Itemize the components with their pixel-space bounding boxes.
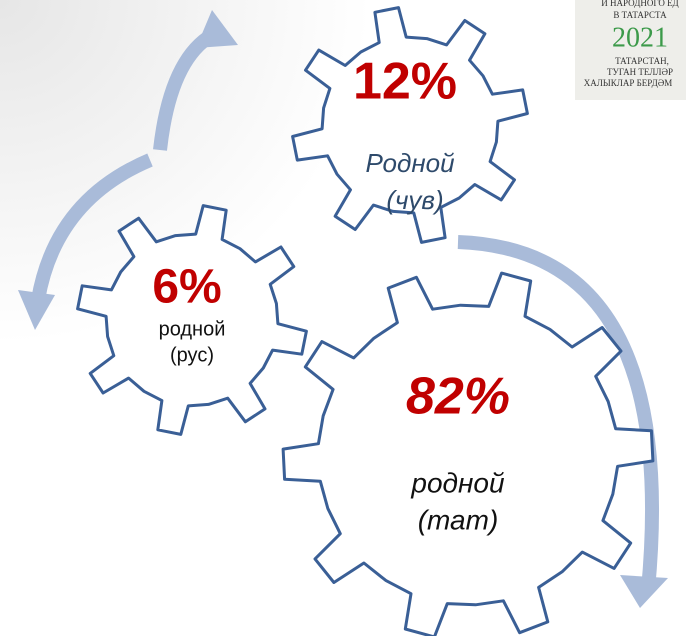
gear-label: родной [410,467,505,498]
gears: 6% родной (рус) 12% Родной (чув) 82% родной (тат… [76,6,655,636]
gear-label: (чув) [386,185,443,215]
arrowhead [18,290,55,330]
gear-percent: 12% [353,53,457,111]
gear-percent: 82% [406,368,510,426]
gear [291,6,529,244]
gear-percent: 6% [152,261,221,314]
gear [76,204,308,436]
logo-text: ТУГАН ТЕЛЛӘР [607,67,673,77]
gear-label: (рус) [170,344,214,366]
logo-box [575,0,686,100]
gear-label: (тат) [418,504,499,535]
gear [281,271,655,636]
logo-text: И НАРОДНОГО ЕД [601,0,678,8]
gear-label: Родной [365,148,454,178]
logo-text: ХАЛЫКЛАР БЕРДӘМ [584,78,672,88]
arrowhead [196,10,238,48]
logo-text: В ТАТАРСТА [613,10,667,20]
arrow [31,153,153,302]
gear-label: родной [159,318,226,340]
logo-year: 2021 [612,22,668,53]
arrowhead [620,575,668,608]
logo-text: ТАТАРСТАН, [615,56,669,66]
arrowheads [18,10,668,608]
arrow [457,235,660,591]
